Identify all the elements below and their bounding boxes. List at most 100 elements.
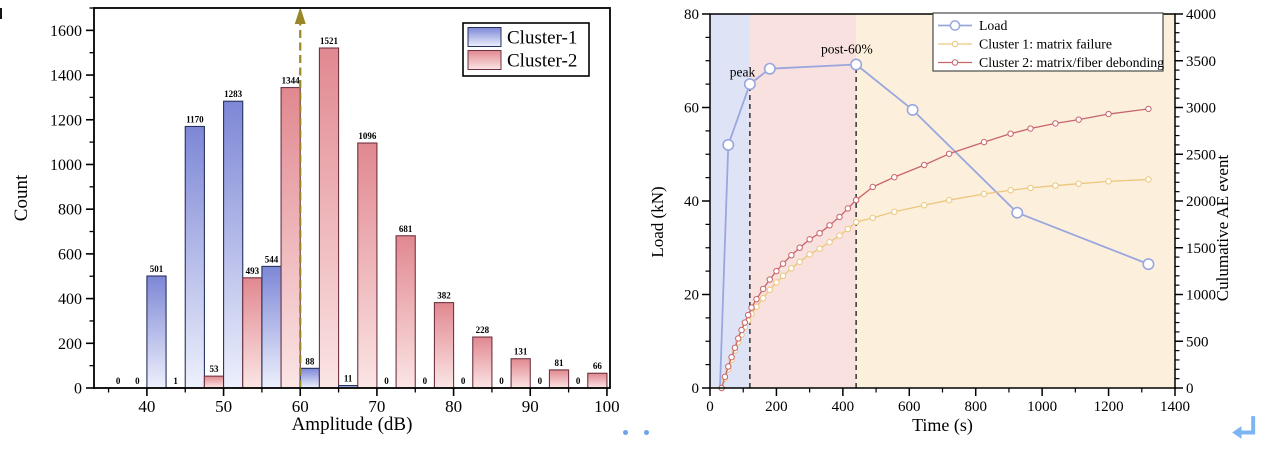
svg-text:228: 228 [476, 325, 490, 335]
svg-text:81: 81 [555, 358, 565, 368]
svg-text:Cluster 1: matrix failure: Cluster 1: matrix failure [979, 37, 1112, 52]
svg-text:0: 0 [706, 399, 714, 415]
svg-text:501: 501 [150, 264, 164, 274]
svg-text:Cluster-2: Cluster-2 [507, 51, 577, 72]
svg-text:60: 60 [684, 101, 699, 117]
svg-text:600: 600 [898, 399, 921, 415]
bar-Cluster-2-92.5 [548, 369, 570, 389]
svg-text:2500: 2500 [1186, 147, 1216, 163]
return-icon-stroke [1239, 416, 1256, 435]
series-right-ecc77d [718, 176, 1152, 392]
x-axis-title: Time (s) [912, 415, 973, 436]
return-icon-arrowhead [1232, 426, 1242, 439]
histogram-bars: 0 0 501 1 1170 53 1283 493 544 1344 88 1521 11 1096 0 6… [116, 36, 608, 389]
histogram-chart: 0 0 501 1 1170 53 1283 493 544 1344 88 1521 11 1096 0 6… [11, 7, 620, 435]
svg-text:382: 382 [437, 291, 451, 301]
svg-text:Load: Load [979, 18, 1007, 33]
svg-text:0: 0 [74, 381, 82, 398]
plot-frame [93, 7, 611, 389]
series-left-9aa7de [719, 58, 1155, 389]
svg-text:0: 0 [692, 381, 700, 397]
bar-Cluster-1-40 [146, 275, 167, 389]
svg-text:400: 400 [832, 399, 855, 415]
y-axis-left-title: Load (kN) [648, 186, 667, 257]
svg-text:1: 1 [173, 376, 178, 386]
svg-text:53: 53 [209, 364, 219, 374]
bar-Cluster-2-62.5 [318, 47, 340, 389]
svg-text:20: 20 [684, 288, 699, 304]
svg-text:200: 200 [58, 336, 82, 353]
svg-text:4000: 4000 [1186, 7, 1216, 23]
svg-text:Cluster 2: matrix/fiber debond: Cluster 2: matrix/fiber debonding [979, 55, 1164, 70]
svg-text:1400: 1400 [1160, 399, 1190, 415]
svg-text:400: 400 [58, 291, 82, 308]
svg-text:3500: 3500 [1186, 54, 1216, 70]
svg-text:1283: 1283 [224, 89, 243, 99]
bar-Cluster-1-55 [261, 265, 282, 389]
svg-text:1200: 1200 [1094, 399, 1124, 415]
svg-text:0: 0 [461, 376, 466, 386]
svg-text:0: 0 [116, 376, 121, 386]
bar-Cluster-2-77.5 [433, 302, 455, 389]
bar-Cluster-2-97.5 [587, 372, 608, 389]
svg-text:0: 0 [135, 376, 140, 386]
bar-Cluster-2-47.5 [203, 375, 225, 389]
svg-text:0: 0 [1186, 381, 1194, 397]
svg-text:1500: 1500 [1186, 241, 1216, 257]
svg-text:1000: 1000 [1186, 288, 1216, 304]
svg-text:Cluster-1: Cluster-1 [507, 28, 577, 49]
svg-text:2000: 2000 [1186, 194, 1216, 210]
svg-text:1000: 1000 [1027, 399, 1057, 415]
svg-text:1200: 1200 [50, 112, 82, 129]
svg-text:66: 66 [593, 361, 603, 371]
svg-text:80: 80 [684, 7, 699, 23]
svg-text:1344: 1344 [282, 76, 301, 86]
return-icon[interactable] [1231, 412, 1259, 446]
svg-text:0: 0 [384, 376, 389, 386]
svg-text:0: 0 [538, 376, 543, 386]
svg-text:1096: 1096 [358, 131, 377, 141]
bar-Cluster-2-57.5 [280, 87, 301, 389]
bar-Cluster-1-60 [299, 367, 320, 389]
svg-text:11: 11 [344, 374, 353, 384]
svg-text:493: 493 [246, 266, 260, 276]
annotation: peak [730, 65, 756, 80]
svg-text:1000: 1000 [50, 157, 82, 174]
svg-text:70: 70 [368, 397, 385, 416]
svg-text:500: 500 [1186, 334, 1209, 350]
threshold-arrowhead [294, 7, 306, 24]
svg-text:100: 100 [594, 397, 620, 416]
svg-text:50: 50 [215, 397, 232, 416]
bar-Cluster-1-50 [223, 100, 244, 389]
svg-text:1521: 1521 [320, 36, 339, 46]
svg-text:0: 0 [499, 376, 504, 386]
load-ae-chart: peakpost-60%0204060800500100015002000250… [648, 7, 1232, 436]
svg-text:0: 0 [576, 376, 581, 386]
bar-Cluster-2-67.5 [357, 142, 378, 389]
page-dot-2 [644, 430, 649, 435]
svg-text:1170: 1170 [186, 114, 204, 124]
svg-text:200: 200 [765, 399, 788, 415]
svg-text:80: 80 [445, 397, 462, 416]
y-axis-right-title: Culumative AE event [1213, 155, 1232, 302]
annotation: post-60% [821, 41, 873, 56]
bar-Cluster-2-87.5 [510, 358, 531, 389]
svg-text:40: 40 [138, 397, 155, 416]
y-axis-title: Count [11, 174, 32, 221]
svg-text:800: 800 [964, 399, 987, 415]
phase-region-1 [749, 14, 857, 388]
svg-text:88: 88 [305, 356, 315, 366]
svg-text:3000: 3000 [1186, 101, 1216, 117]
svg-text:544: 544 [265, 254, 279, 264]
bar-Cluster-2-52.5 [242, 277, 263, 389]
load-ae-legend: Load Cluster 1: matrix failure Cluster 2: … [932, 12, 1164, 72]
svg-text:90: 90 [522, 397, 539, 416]
svg-text:800: 800 [58, 202, 82, 219]
svg-text:1400: 1400 [50, 68, 82, 85]
svg-text:1600: 1600 [50, 23, 82, 40]
series-right-c9646a [718, 105, 1152, 392]
page-dot-1 [623, 430, 628, 435]
svg-text:40: 40 [684, 194, 699, 210]
svg-text:0: 0 [423, 376, 428, 386]
